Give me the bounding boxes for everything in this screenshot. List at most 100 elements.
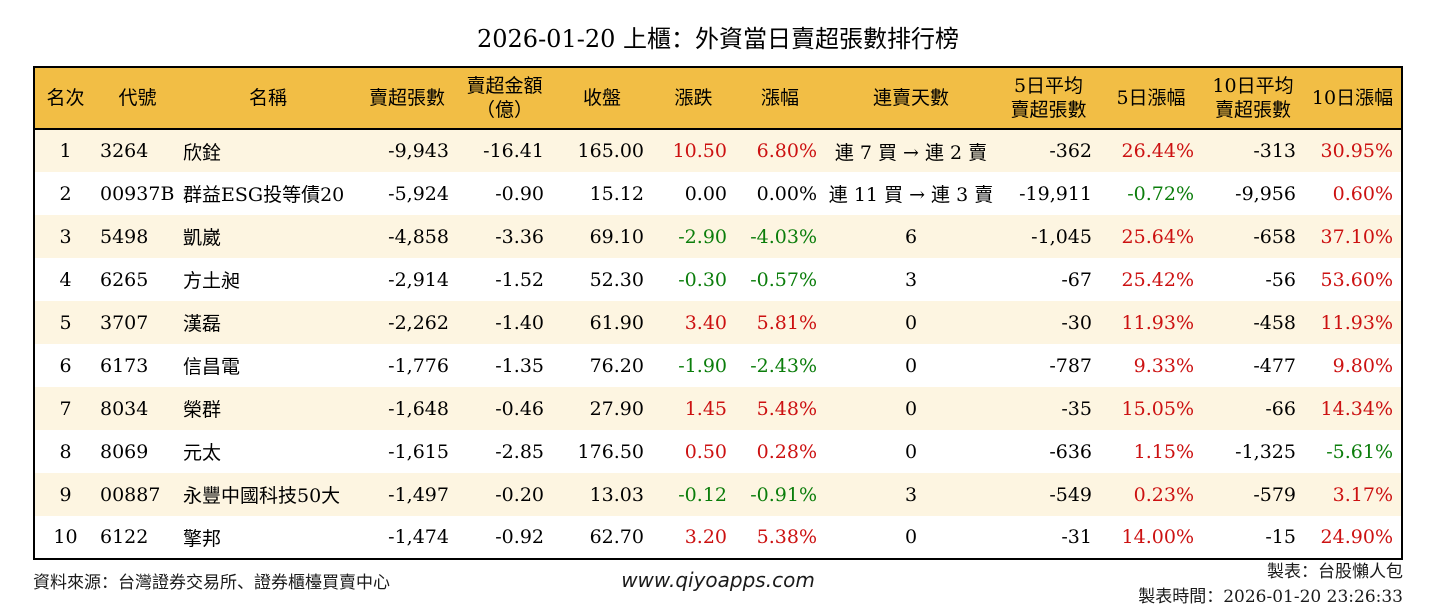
- pct10-cell: 3.17%: [1332, 483, 1393, 506]
- close-cell: 69.10: [589, 225, 644, 248]
- change-pct-cell: -0.57%: [750, 268, 817, 291]
- sell-amount-cell: -1.40: [495, 311, 544, 334]
- data-source-note: 資料來源：台灣證券交易所、證券櫃檯買賣中心: [33, 573, 390, 593]
- avg10-sell-cell: -658: [1253, 225, 1296, 248]
- code-cell: 8069: [100, 440, 149, 463]
- rank-cell: 6: [59, 354, 72, 377]
- header-row: 名次 代號 名稱 賣超張數 賣超金額 （億） 收盤 漲跌 漲幅 連賣天數 5日平均 賣超張數 5日漲幅 1…: [34, 67, 1402, 130]
- streak-cell: 連 11 買 → 連 3 賣: [828, 184, 994, 206]
- close-cell: 27.90: [589, 397, 644, 420]
- streak-cell: 0: [904, 397, 918, 420]
- avg5-sell-cell: -549: [1049, 483, 1092, 506]
- rank-cell: 10: [53, 526, 78, 548]
- table-row: 1 3264 欣銓 -9,943 -16.41 165.00 10.50 6.80% 連 7 買…: [34, 129, 1402, 172]
- avg10-sell-cell: -9,956: [1235, 182, 1296, 205]
- avg10-sell-cell: -458: [1253, 311, 1296, 334]
- pct10-cell: 11.93%: [1320, 311, 1393, 334]
- code-cell: 5498: [100, 225, 149, 248]
- column-header: 賣超張數: [357, 67, 457, 130]
- sell-qty-cell: -2,262: [388, 311, 449, 334]
- avg5-sell-cell: -19,911: [1019, 182, 1092, 205]
- table-row: 2 00937B 群益ESG投等債20 -5,924 -0.90 15.12 0.00 0.0…: [34, 172, 1402, 215]
- streak-cell: 0: [904, 354, 918, 377]
- change-pct-cell: 0.00%: [756, 182, 817, 205]
- pct5-cell: 25.42%: [1121, 268, 1194, 291]
- rank-cell: 4: [59, 268, 72, 291]
- column-header: 收盤: [552, 67, 652, 130]
- maker-credit: 製表：台股懶人包: [1267, 562, 1403, 582]
- streak-cell: 連 7 買 → 連 2 賣: [834, 141, 988, 164]
- code-cell: 6265: [100, 268, 149, 291]
- streak-cell: 0: [904, 311, 918, 334]
- change-pct-cell: 5.48%: [756, 397, 817, 420]
- streak-cell: 0: [904, 440, 918, 463]
- avg10-sell-cell: -66: [1265, 397, 1296, 420]
- change-cell: 0.50: [684, 440, 727, 463]
- name-cell: 凱崴: [183, 227, 222, 249]
- rank-cell: 9: [59, 483, 72, 506]
- close-cell: 62.70: [589, 526, 644, 548]
- name-cell: 漢磊: [183, 313, 222, 335]
- close-cell: 52.30: [589, 268, 644, 291]
- sell-amount-cell: -0.90: [495, 182, 544, 205]
- avg10-sell-cell: -56: [1265, 268, 1296, 291]
- change-pct-cell: 6.80%: [756, 140, 817, 162]
- pct5-cell: 26.44%: [1121, 140, 1194, 162]
- report-timestamp: 製表時間：2026-01-20 23:26:33: [1138, 587, 1403, 607]
- column-header: 5日漲幅: [1100, 67, 1202, 130]
- pct5-cell: 0.23%: [1133, 483, 1194, 506]
- code-cell: 00887: [100, 483, 161, 506]
- streak-cell: 3: [904, 268, 918, 291]
- rank-cell: 1: [59, 140, 72, 162]
- sell-amount-cell: -2.85: [495, 440, 544, 463]
- change-pct-cell: 5.81%: [756, 311, 817, 334]
- table-header: 名次 代號 名稱 賣超張數 賣超金額 （億） 收盤 漲跌 漲幅 連賣天數 5日平均 賣超張數 5日漲幅 1…: [34, 67, 1402, 130]
- table-row: 7 8034 榮群 -1,648 -0.46 27.90 1.45 5.48% 0 -35 15.0…: [34, 387, 1402, 430]
- avg10-sell-cell: -1,325: [1235, 440, 1296, 463]
- sell-amount-cell: -0.46: [495, 397, 544, 420]
- sell-qty-cell: -1,497: [388, 483, 449, 506]
- code-cell: 3707: [100, 311, 149, 334]
- sell-amount-cell: -1.35: [495, 354, 544, 377]
- streak-cell: 3: [904, 483, 918, 506]
- avg10-sell-cell: -579: [1253, 483, 1296, 506]
- table-row: 3 5498 凱崴 -4,858 -3.36 69.10 -2.90 -4.03% 6 -1,04…: [34, 215, 1402, 258]
- avg10-sell-cell: -15: [1265, 526, 1296, 548]
- table-row: 10 6122 擎邦 -1,474 -0.92 62.70 3.20 5.38% 0 -31 14.…: [34, 516, 1402, 559]
- close-cell: 165.00: [577, 140, 644, 162]
- code-cell: 6173: [100, 354, 149, 377]
- page-title: 2026-01-20 上櫃：外資當日賣超張數排行榜: [476, 25, 959, 53]
- pct5-cell: 9.33%: [1133, 354, 1194, 377]
- name-cell: 元太: [183, 442, 222, 464]
- change-pct-cell: 0.28%: [756, 440, 817, 463]
- table-row: 5 3707 漢磊 -2,262 -1.40 61.90 3.40 5.81% 0 -30 11.9…: [34, 301, 1402, 344]
- column-header: 名稱: [179, 67, 357, 130]
- name-cell: 群益ESG投等債20: [183, 184, 345, 206]
- table-row: 8 8069 元太 -1,615 -2.85 176.50 0.50 0.28% 0 -636 1.…: [34, 430, 1402, 473]
- name-cell: 永豐中國科技50大: [183, 485, 341, 507]
- pct10-cell: 0.60%: [1332, 182, 1393, 205]
- pct10-cell: -5.61%: [1326, 440, 1393, 463]
- table-row: 9 00887 永豐中國科技50大 -1,497 -0.20 13.03 -0.12 -0.9…: [34, 473, 1402, 516]
- pct10-cell: 24.90%: [1320, 526, 1393, 548]
- change-pct-cell: -4.03%: [750, 225, 817, 248]
- avg5-sell-cell: -35: [1061, 397, 1092, 420]
- pct10-cell: 14.34%: [1320, 397, 1393, 420]
- avg5-sell-cell: -787: [1049, 354, 1092, 377]
- rank-table: 名次 代號 名稱 賣超張數 賣超金額 （億） 收盤 漲跌 漲幅 連賣天數 5日平均 賣超張數 5日漲幅 1…: [33, 66, 1403, 560]
- sell-qty-cell: -1,474: [388, 526, 449, 548]
- sell-amount-cell: -0.20: [495, 483, 544, 506]
- column-header: 名次: [34, 67, 96, 130]
- code-cell: 00937B: [100, 182, 175, 205]
- pct5-cell: 11.93%: [1121, 311, 1194, 334]
- change-cell: 10.50: [672, 140, 727, 162]
- rank-cell: 2: [59, 182, 72, 205]
- change-cell: -2.90: [678, 225, 727, 248]
- code-cell: 6122: [100, 526, 149, 548]
- pct10-cell: 9.80%: [1332, 354, 1393, 377]
- change-cell: -0.12: [678, 483, 727, 506]
- close-cell: 76.20: [589, 354, 644, 377]
- name-cell: 擎邦: [183, 527, 222, 550]
- avg5-sell-cell: -30: [1061, 311, 1092, 334]
